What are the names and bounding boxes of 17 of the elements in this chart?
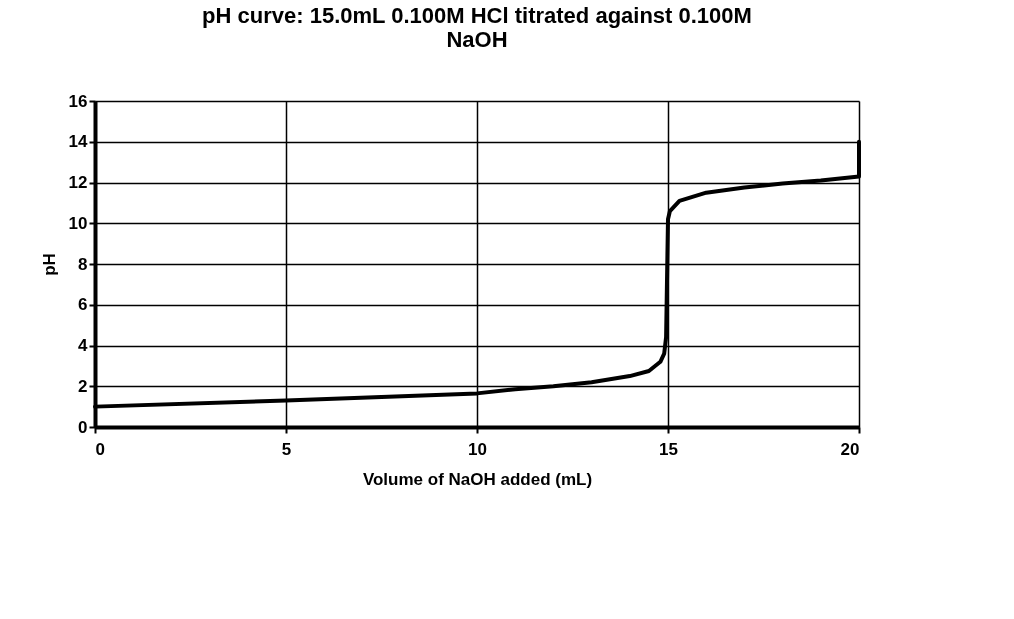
x-tick-label: 0 (95, 439, 105, 459)
x-tick-label: 10 (468, 439, 487, 459)
y-tick-label: 6 (78, 295, 88, 315)
chart-title: pH curve: 15.0mL 0.100M HCl titrated against 0.100M NaOH (202, 3, 752, 52)
y-tick-label: 2 (78, 376, 88, 396)
y-tick-label: 8 (78, 254, 88, 274)
y-tick-label: 10 (68, 213, 88, 233)
x-axis-title: Volume of NaOH added (mL) (362, 469, 593, 489)
y-tick-label: 12 (68, 173, 88, 192)
y-tick-label: 0 (78, 417, 88, 437)
y-tick-label: 16 (68, 91, 88, 111)
x-tick-label: 5 (281, 439, 292, 459)
y-axis-title: pH (39, 253, 59, 276)
x-tick-label: 20 (840, 439, 860, 459)
x-tick-label: 15 (659, 439, 678, 459)
y-tick-label: 4 (78, 336, 89, 355)
y-tick-label: 14 (68, 132, 89, 152)
